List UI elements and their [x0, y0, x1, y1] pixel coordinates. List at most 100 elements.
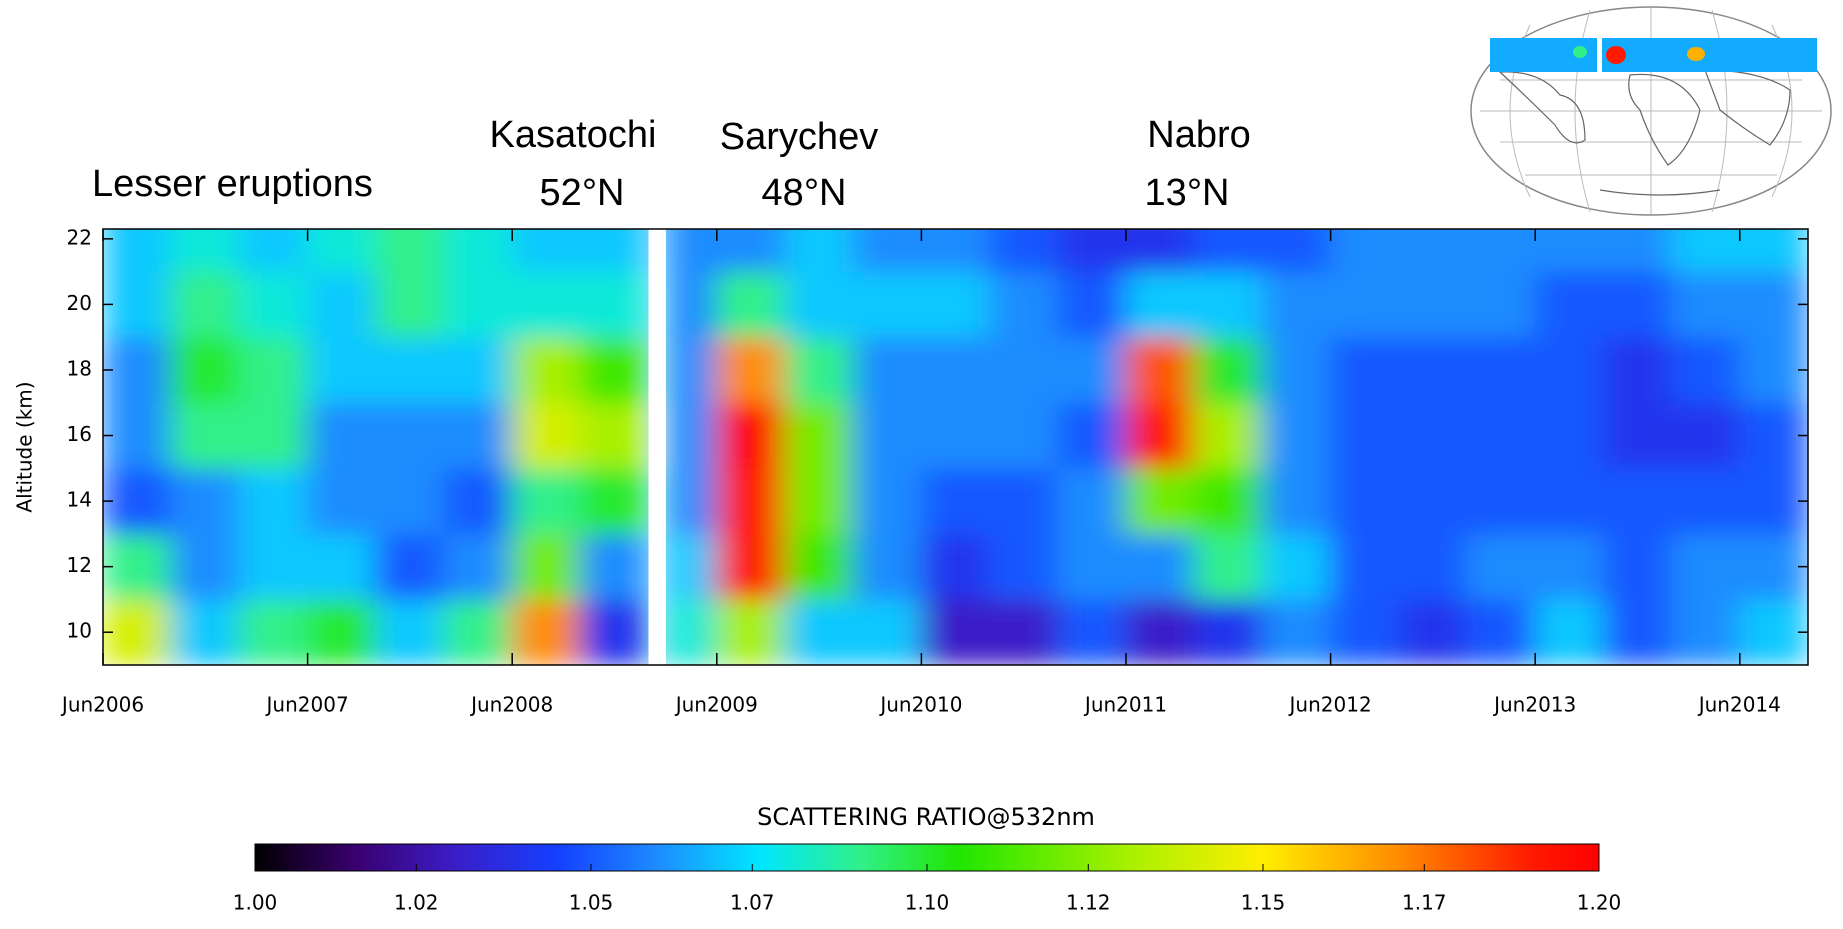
- data-gap: [648, 229, 666, 665]
- heat-cell: [375, 229, 445, 273]
- heat-cell: [1671, 271, 1741, 338]
- y-tick-label: 16: [67, 422, 92, 446]
- heat-cell: [307, 467, 377, 535]
- heat-cell: [665, 229, 718, 273]
- colorbar-tick-label: 1.05: [569, 891, 614, 915]
- annotation: Nabro: [1147, 114, 1251, 156]
- colorbar-tick-label: 1.00: [233, 891, 278, 915]
- heat-cell: [1602, 598, 1673, 665]
- heat-cell: [716, 402, 786, 469]
- heat-cell: [103, 229, 172, 273]
- heat-cell: [1125, 336, 1195, 404]
- heat-cell: [511, 229, 581, 273]
- colorbar-tick-label: 1.17: [1402, 891, 1447, 915]
- heat-cell: [1671, 229, 1741, 273]
- heat-cell: [375, 533, 445, 600]
- y-tick-label: 12: [67, 553, 92, 577]
- heat-cell: [1398, 229, 1468, 273]
- heat-cell: [1125, 229, 1195, 273]
- heat-cell: [1739, 598, 1808, 665]
- x-tick-label: Jun2014: [1697, 693, 1781, 717]
- heat-cell: [852, 271, 922, 338]
- heat-cell: [443, 229, 513, 273]
- plot-frame: [102, 228, 1809, 666]
- heat-cell: [307, 533, 377, 600]
- heat-cell: [103, 402, 172, 469]
- heat-cell: [1671, 402, 1741, 469]
- heat-cell: [238, 598, 309, 665]
- heat-cell: [665, 271, 718, 338]
- heat-cell: [989, 229, 1059, 273]
- heat-cell: [716, 229, 786, 273]
- heat-cell: [307, 336, 377, 404]
- heat-cell: [1125, 402, 1195, 469]
- colorbar-tick-label: 1.20: [1577, 891, 1622, 915]
- y-tick-label: 14: [67, 488, 92, 512]
- heat-cell: [238, 533, 309, 600]
- heat-cell: [443, 402, 513, 469]
- heat-cell: [170, 598, 240, 665]
- heat-cell: [1671, 467, 1741, 535]
- heat-cell: [1739, 229, 1808, 273]
- heat-cell: [1534, 336, 1604, 404]
- heat-cell: [511, 336, 581, 404]
- heat-cell: [1193, 598, 1263, 665]
- annotation: 48°N: [762, 172, 847, 214]
- heat-cell: [443, 598, 513, 665]
- x-tick-label: Jun2011: [1083, 693, 1167, 717]
- annotation: 13°N: [1145, 172, 1230, 214]
- y-axis-label: Altitude (km): [13, 381, 37, 512]
- heat-cell: [1330, 336, 1400, 404]
- x-tick-label: Jun2007: [265, 693, 349, 717]
- heat-cell: [1261, 467, 1332, 535]
- heat-cell: [1330, 402, 1400, 469]
- heatmap: [103, 229, 1808, 665]
- heat-cell: [920, 598, 991, 665]
- heat-cell: [1739, 467, 1808, 535]
- heat-cell: [1602, 336, 1673, 404]
- heat-cell: [784, 598, 854, 665]
- heat-cell: [1261, 598, 1332, 665]
- heat-cell: [716, 467, 786, 535]
- heat-cell: [579, 229, 650, 273]
- heat-cell: [307, 229, 377, 273]
- heat-cell: [375, 402, 445, 469]
- heat-cell: [1534, 271, 1604, 338]
- heat-cell: [1330, 229, 1400, 273]
- heat-cell: [511, 402, 581, 469]
- heat-cell: [579, 402, 650, 469]
- heat-cell: [784, 467, 854, 535]
- heat-cell: [665, 336, 718, 404]
- heat-cell: [1057, 598, 1127, 665]
- heat-cell: [307, 598, 377, 665]
- heat-cell: [307, 271, 377, 338]
- heat-cell: [170, 229, 240, 273]
- heat-cell: [1466, 533, 1536, 600]
- heat-cell: [103, 598, 172, 665]
- y-tick-label: 10: [67, 619, 92, 643]
- heat-cell: [920, 467, 991, 535]
- heat-cell: [1398, 533, 1468, 600]
- x-tick-label: Jun2013: [1492, 693, 1576, 717]
- heat-cell: [665, 467, 718, 535]
- heat-cell: [1466, 598, 1536, 665]
- heat-cell: [920, 402, 991, 469]
- heat-cell: [579, 533, 650, 600]
- inset-map: [1470, 6, 1832, 216]
- heat-cell: [1466, 467, 1536, 535]
- heat-cell: [989, 271, 1059, 338]
- heat-cell: [1193, 467, 1263, 535]
- heat-cell: [716, 533, 786, 600]
- heat-cell: [511, 271, 581, 338]
- heat-cell: [170, 402, 240, 469]
- heat-cell: [443, 336, 513, 404]
- heat-cell: [511, 598, 581, 665]
- heat-cell: [1057, 533, 1127, 600]
- heat-cell: [170, 271, 240, 338]
- heat-cell: [920, 271, 991, 338]
- heat-cell: [1193, 533, 1263, 600]
- heat-cell: [1261, 271, 1332, 338]
- heat-cell: [852, 229, 922, 273]
- heat-cell: [665, 598, 718, 665]
- heat-cell: [1398, 467, 1468, 535]
